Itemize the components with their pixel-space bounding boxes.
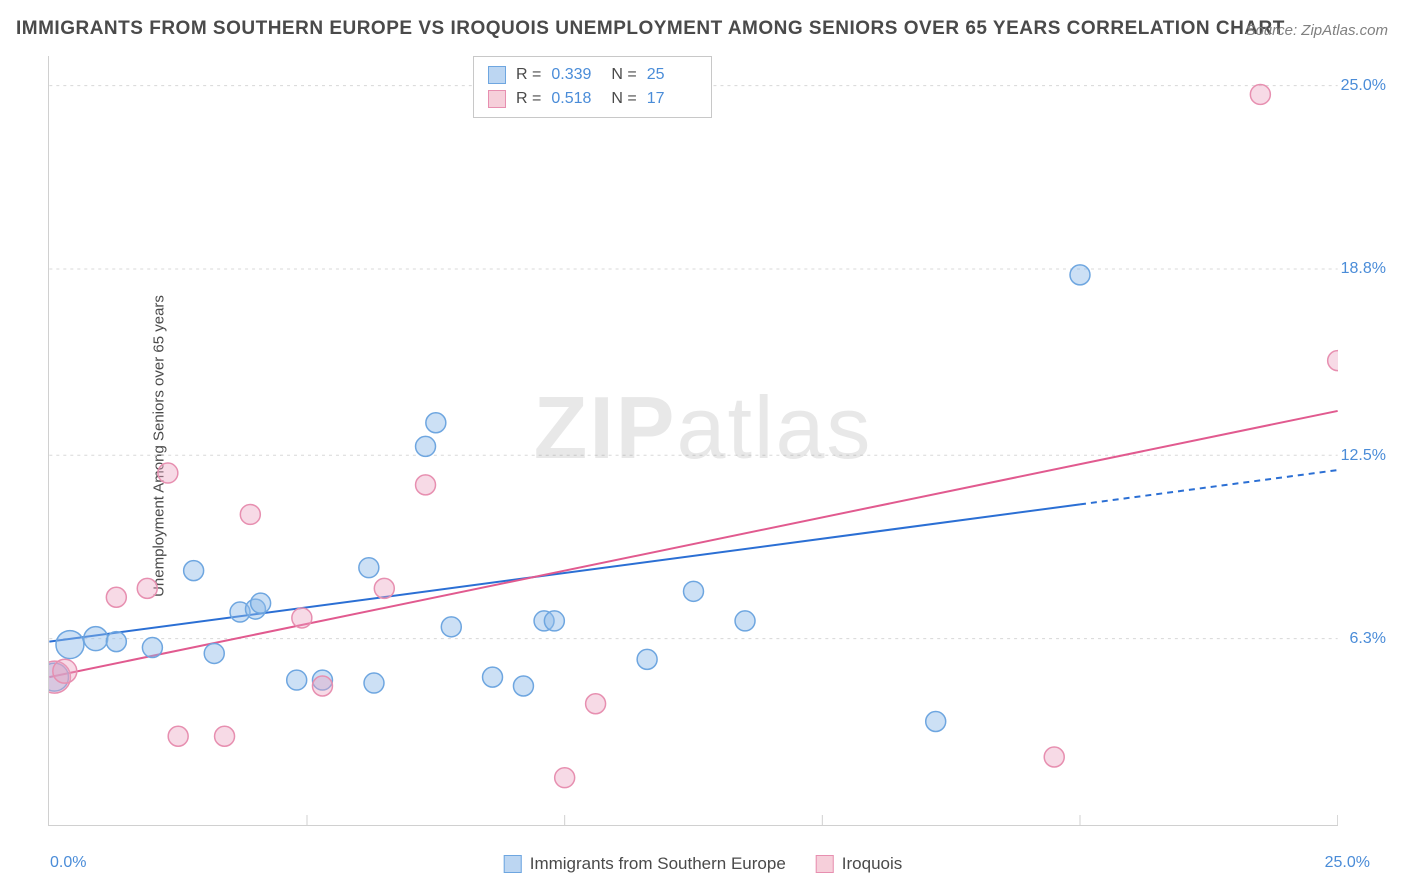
legend-n-value: 17	[647, 87, 697, 111]
legend-swatch	[504, 855, 522, 873]
legend-stats-row: R = 0.339 N = 25	[488, 63, 697, 87]
legend-stats: R = 0.339 N = 25 R = 0.518 N = 17	[473, 56, 712, 118]
x-axis-max-label: 25.0%	[1325, 854, 1370, 872]
chart-title: IMMIGRANTS FROM SOUTHERN EUROPE VS IROQU…	[16, 18, 1285, 40]
legend-n-value: 25	[647, 63, 697, 87]
legend-swatch	[488, 90, 506, 108]
legend-n-label: N =	[611, 87, 636, 111]
legend-r-value: 0.518	[551, 87, 601, 111]
legend-r-label: R =	[516, 63, 541, 87]
legend-swatch	[488, 66, 506, 84]
legend-series-item: Iroquois	[816, 854, 902, 874]
y-tick-label: 25.0%	[1341, 77, 1386, 95]
legend-r-label: R =	[516, 87, 541, 111]
plot-area	[48, 56, 1338, 826]
x-axis-min-label: 0.0%	[50, 854, 86, 872]
legend-series-label: Iroquois	[842, 854, 902, 874]
legend-swatch	[816, 855, 834, 873]
y-tick-label: 18.8%	[1341, 260, 1386, 278]
legend-series: Immigrants from Southern Europe Iroquois	[504, 854, 903, 874]
y-tick-label: 6.3%	[1350, 630, 1386, 648]
legend-series-label: Immigrants from Southern Europe	[530, 854, 786, 874]
chart-svg	[49, 56, 1338, 825]
y-tick-label: 12.5%	[1341, 447, 1386, 465]
legend-r-value: 0.339	[551, 63, 601, 87]
legend-stats-row: R = 0.518 N = 17	[488, 87, 697, 111]
source-attribution: Source: ZipAtlas.com	[1245, 22, 1388, 39]
legend-series-item: Immigrants from Southern Europe	[504, 854, 786, 874]
legend-n-label: N =	[611, 63, 636, 87]
